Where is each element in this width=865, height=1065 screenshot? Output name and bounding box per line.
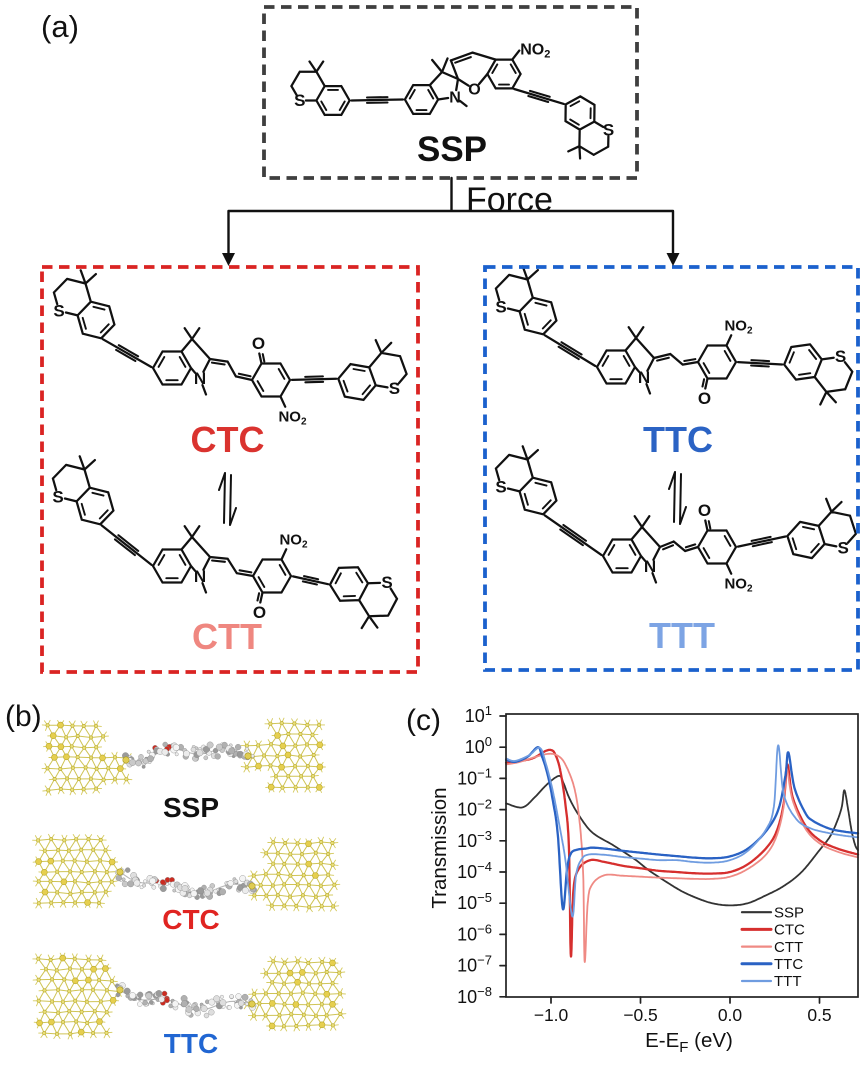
svg-text:S: S [53, 301, 64, 320]
svg-text:S: S [381, 573, 392, 592]
svg-text:CTC: CTC [162, 904, 220, 935]
svg-text:O: O [252, 334, 265, 353]
svg-text:SSP: SSP [774, 904, 804, 921]
svg-text:S: S [294, 91, 305, 110]
svg-text:−1.0: −1.0 [534, 1005, 569, 1025]
svg-text:(a): (a) [41, 9, 79, 44]
svg-text:NO2: NO2 [278, 409, 307, 428]
svg-text:CTT: CTT [774, 939, 803, 956]
svg-text:O: O [698, 389, 711, 408]
svg-text:NO2: NO2 [279, 532, 308, 551]
svg-text:N: N [644, 557, 656, 576]
svg-text:TTC: TTC [164, 1028, 218, 1059]
svg-text:S: S [389, 379, 400, 398]
svg-text:S: S [495, 297, 506, 316]
svg-text:N: N [638, 368, 650, 387]
svg-text:S: S [603, 121, 614, 140]
svg-text:O: O [698, 501, 711, 520]
svg-text:NO2: NO2 [724, 318, 753, 337]
svg-text:0.0: 0.0 [718, 1005, 743, 1025]
svg-text:Force: Force [466, 181, 553, 219]
svg-text:SSP: SSP [417, 130, 487, 169]
svg-text:(b): (b) [5, 700, 42, 733]
svg-text:NO2: NO2 [520, 42, 550, 61]
svg-text:O: O [253, 603, 266, 622]
svg-text:NO2: NO2 [724, 576, 753, 595]
svg-text:S: S [495, 477, 506, 496]
svg-text:S: S [838, 538, 849, 557]
svg-text:0.5: 0.5 [807, 1005, 831, 1025]
svg-text:SSP: SSP [163, 792, 219, 823]
svg-text:CTC: CTC [191, 419, 265, 460]
svg-text:S: S [835, 347, 846, 366]
svg-text:S: S [52, 487, 63, 506]
svg-text:O: O [468, 82, 480, 99]
svg-text:N: N [449, 90, 461, 107]
svg-text:−0.5: −0.5 [623, 1005, 658, 1025]
svg-text:N: N [194, 567, 206, 586]
svg-text:Transmission: Transmission [428, 787, 451, 908]
svg-text:TTC: TTC [774, 956, 803, 973]
svg-text:(c): (c) [406, 704, 441, 737]
svg-text:CTT: CTT [192, 616, 262, 657]
svg-text:N: N [194, 369, 206, 388]
svg-text:TTT: TTT [649, 615, 715, 656]
svg-text:TTT: TTT [774, 973, 802, 990]
svg-text:CTC: CTC [774, 922, 805, 939]
svg-text:TTC: TTC [643, 419, 713, 460]
svg-text:E-EF (eV): E-EF (eV) [645, 1029, 733, 1056]
